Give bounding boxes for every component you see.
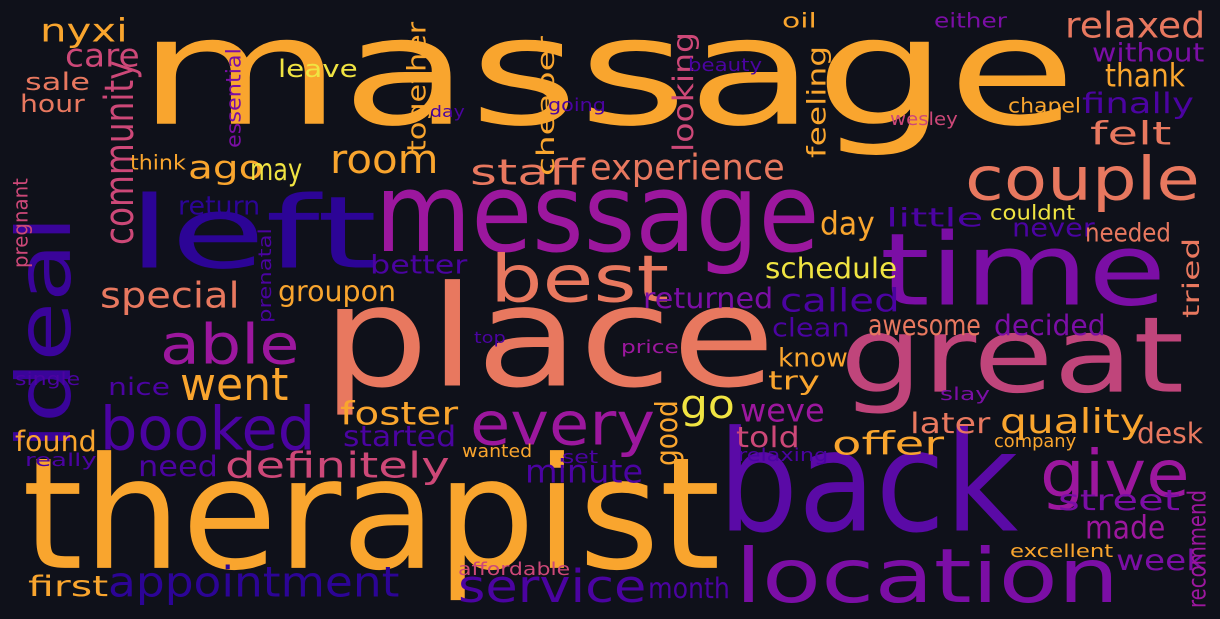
word-pregnant: pregnant xyxy=(9,178,33,268)
word-wesley: wesley xyxy=(890,108,958,130)
word-booked: booked xyxy=(100,395,316,465)
word-every: every xyxy=(470,390,656,460)
word-recommend: recommend xyxy=(1183,490,1212,608)
word-clean: clean xyxy=(772,313,850,343)
word-nyxi: nyxi xyxy=(40,12,128,50)
word-together: together xyxy=(402,21,432,152)
word-message: message xyxy=(375,151,820,279)
word-little: little xyxy=(886,203,984,233)
word-better: better xyxy=(370,250,468,280)
word-street: street xyxy=(1058,484,1180,518)
word-oil: oil xyxy=(782,9,817,33)
word-relaxed: relaxed xyxy=(1065,5,1206,47)
word-feeling: feeling xyxy=(802,45,832,158)
word-chapel: chapel xyxy=(1008,94,1081,118)
word-ago: ago xyxy=(188,149,264,187)
word-may: may xyxy=(250,152,303,188)
word-nice: nice xyxy=(108,373,171,401)
word-thank: thank xyxy=(1105,57,1186,95)
word-either: either xyxy=(934,9,1007,33)
word-schedule: schedule xyxy=(765,252,898,286)
word-therapist: therapist xyxy=(22,428,721,607)
word-desk: desk xyxy=(1137,417,1204,451)
word-decided: decided xyxy=(994,309,1106,343)
word-special: special xyxy=(100,275,240,317)
word-first: first xyxy=(28,570,109,604)
word-couldnt: couldnt xyxy=(990,201,1076,225)
word-called: called xyxy=(780,282,900,320)
word-best: best xyxy=(490,243,670,318)
word-day-2: day xyxy=(430,102,465,122)
word-month: month xyxy=(648,572,730,606)
word-told: told xyxy=(736,421,800,455)
word-affordable: affordable xyxy=(458,558,571,580)
word-staff: staff xyxy=(470,152,585,194)
word-felt: felt xyxy=(1090,115,1172,153)
word-weve: weve xyxy=(740,392,825,430)
word-essential: essential xyxy=(222,48,246,148)
word-room: room xyxy=(330,137,439,183)
word-good: good xyxy=(649,400,685,466)
word-go: go xyxy=(680,382,735,428)
word-definitely: definitely xyxy=(225,445,450,487)
word-went: went xyxy=(180,359,289,412)
word-massage: massage xyxy=(138,0,1077,162)
word-found: found xyxy=(15,425,97,459)
word-without: without xyxy=(1092,38,1205,68)
word-back: back xyxy=(718,404,1019,566)
word-hour: hour xyxy=(20,90,85,118)
word-left: left xyxy=(128,177,378,293)
word-going: going xyxy=(548,94,606,116)
word-great: great xyxy=(840,297,1185,418)
word-price: price xyxy=(621,336,679,358)
word-returned: returned xyxy=(643,282,774,316)
word-place: place xyxy=(322,259,776,421)
word-location: location xyxy=(735,534,1120,619)
word-prenatal: prenatal xyxy=(254,228,276,323)
word-able: able xyxy=(160,313,300,378)
word-needed: needed xyxy=(1085,218,1171,248)
word-wanted: wanted xyxy=(462,440,533,462)
word-leave: leave xyxy=(278,55,358,83)
word-think: think xyxy=(130,151,186,175)
word-try: try xyxy=(768,366,820,396)
word-foster: foster xyxy=(340,395,459,433)
word-know: know xyxy=(778,343,848,373)
word-excellent: excellent xyxy=(1010,540,1114,562)
word-looking: looking xyxy=(667,31,701,152)
word-never: never xyxy=(1012,213,1095,243)
word-top: top xyxy=(474,328,506,348)
word-day: day xyxy=(820,205,875,243)
word-slay: slay xyxy=(940,383,991,405)
word-minute: minute xyxy=(525,453,644,491)
word-return: return xyxy=(178,191,261,221)
word-made: made xyxy=(1085,509,1166,547)
word-company: company xyxy=(994,430,1077,452)
word-groupon: groupon xyxy=(278,275,396,309)
word-tried: tried xyxy=(1178,237,1205,318)
word-quality: quality xyxy=(1000,402,1145,442)
word-experience: experience xyxy=(590,147,785,189)
word-give: give xyxy=(1040,438,1190,513)
word-appointment: appointment xyxy=(108,558,400,608)
word-service: service xyxy=(458,561,647,614)
word-offer: offer xyxy=(832,425,945,463)
word-time: time xyxy=(880,214,1167,330)
word-finally: finally xyxy=(1082,87,1194,121)
word-week: week xyxy=(1116,544,1207,578)
word-couple: couple xyxy=(965,145,1200,215)
word-sale: sale xyxy=(25,68,91,96)
word-relaxing: relaxing xyxy=(738,444,829,466)
word-started: started xyxy=(343,420,457,454)
word-awesome: awesome xyxy=(868,309,981,343)
word-set: set xyxy=(562,446,599,468)
word-beauty: beauty xyxy=(688,54,763,76)
word-later: later xyxy=(910,407,991,441)
word-single: single xyxy=(15,368,81,390)
word-need: need xyxy=(138,450,218,484)
word-care: care xyxy=(65,37,140,75)
word-really: really xyxy=(25,449,97,471)
